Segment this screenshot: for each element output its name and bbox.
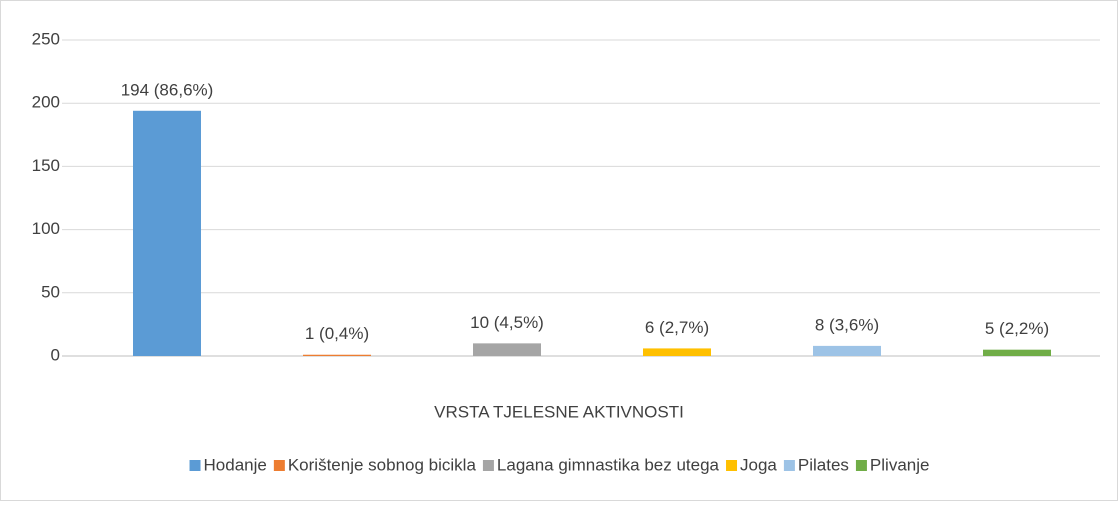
y-tick-label: 150	[32, 156, 60, 175]
y-tick-label: 100	[32, 219, 60, 238]
bar	[983, 349, 1051, 356]
legend-swatch	[726, 460, 738, 471]
y-tick-label: 200	[32, 93, 60, 112]
y-tick-label: 50	[41, 282, 60, 301]
legend-swatch	[273, 460, 285, 471]
y-tick-label: 250	[32, 29, 60, 48]
bar	[643, 348, 711, 356]
legend-swatch	[783, 460, 795, 471]
data-label: 194 (86,6%)	[121, 80, 214, 99]
y-tick-label: 0	[51, 345, 60, 364]
bar	[133, 110, 201, 356]
legend-label: Plivanje	[870, 455, 930, 474]
data-label: 8 (3,6%)	[815, 315, 879, 334]
legend-label: Pilates	[798, 455, 849, 474]
data-label: 10 (4,5%)	[470, 313, 544, 332]
legend-label: Korištenje sobnog bicikla	[288, 455, 477, 474]
data-label: 5 (2,2%)	[985, 319, 1049, 338]
legend-label: Joga	[740, 455, 777, 474]
legend-swatch	[482, 460, 494, 471]
bar	[813, 345, 881, 356]
legend-swatch	[855, 460, 867, 471]
legend-label: Lagana gimnastika bez utega	[497, 455, 720, 474]
legend-swatch	[189, 460, 201, 471]
data-label: 6 (2,7%)	[645, 318, 709, 337]
data-label: 1 (0,4%)	[305, 324, 369, 343]
bar	[473, 343, 541, 356]
bar	[303, 354, 371, 356]
legend-label: Hodanje	[204, 455, 267, 474]
x-axis-title: VRSTA TJELESNE AKTIVNOSTI	[434, 402, 684, 421]
